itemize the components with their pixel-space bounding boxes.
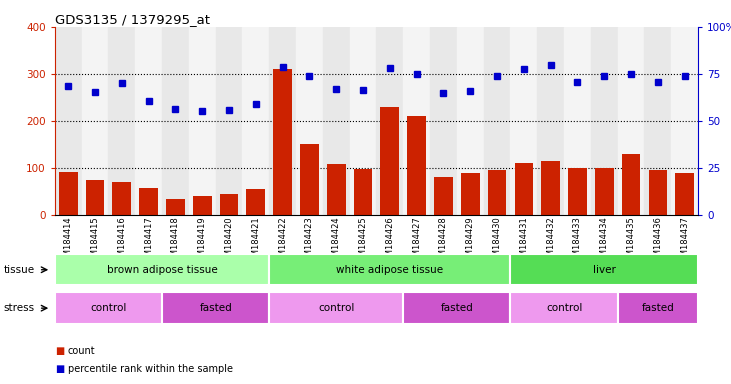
Bar: [510, 293, 618, 324]
Bar: [618, 27, 645, 215]
Bar: [537, 27, 564, 215]
Bar: [354, 169, 372, 215]
Bar: [430, 27, 457, 215]
Bar: [139, 188, 158, 215]
Bar: [246, 189, 265, 215]
Bar: [434, 177, 452, 215]
Text: tissue: tissue: [4, 265, 35, 275]
Text: brown adipose tissue: brown adipose tissue: [107, 265, 217, 275]
Bar: [55, 254, 269, 285]
Text: fasted: fasted: [642, 303, 674, 313]
Bar: [618, 293, 698, 324]
Bar: [461, 173, 480, 215]
Bar: [675, 173, 694, 215]
Bar: [269, 293, 404, 324]
Bar: [193, 196, 212, 215]
Text: ■: ■: [55, 346, 64, 356]
Text: control: control: [546, 303, 583, 313]
Text: liver: liver: [593, 265, 616, 275]
Bar: [108, 27, 135, 215]
Bar: [273, 69, 292, 215]
Bar: [55, 293, 162, 324]
Text: percentile rank within the sample: percentile rank within the sample: [68, 364, 233, 374]
Bar: [269, 27, 296, 215]
Bar: [541, 161, 560, 215]
Bar: [162, 293, 269, 324]
Bar: [296, 27, 323, 215]
Text: control: control: [90, 303, 126, 313]
Bar: [135, 27, 162, 215]
Bar: [404, 27, 430, 215]
Bar: [162, 27, 189, 215]
Bar: [484, 27, 510, 215]
Text: fasted: fasted: [441, 303, 473, 313]
Bar: [510, 27, 537, 215]
Bar: [86, 180, 105, 215]
Bar: [564, 27, 591, 215]
Bar: [216, 27, 243, 215]
Text: count: count: [68, 346, 96, 356]
Bar: [82, 27, 108, 215]
Bar: [568, 168, 587, 215]
Bar: [323, 27, 349, 215]
Bar: [300, 144, 319, 215]
Bar: [327, 164, 346, 215]
Bar: [648, 170, 667, 215]
Bar: [189, 27, 216, 215]
Bar: [510, 254, 698, 285]
Bar: [515, 163, 533, 215]
Bar: [349, 27, 376, 215]
Text: stress: stress: [4, 303, 35, 313]
Text: fasted: fasted: [200, 303, 232, 313]
Bar: [166, 199, 185, 215]
Bar: [407, 116, 426, 215]
Bar: [621, 154, 640, 215]
Text: white adipose tissue: white adipose tissue: [336, 265, 444, 275]
Text: GDS3135 / 1379295_at: GDS3135 / 1379295_at: [55, 13, 210, 26]
Bar: [58, 172, 77, 215]
Bar: [55, 27, 82, 215]
Bar: [219, 194, 238, 215]
Bar: [591, 27, 618, 215]
Text: control: control: [318, 303, 355, 313]
Bar: [269, 254, 510, 285]
Bar: [380, 107, 399, 215]
Bar: [645, 27, 671, 215]
Text: ■: ■: [55, 364, 64, 374]
Bar: [376, 27, 404, 215]
Bar: [243, 27, 269, 215]
Bar: [457, 27, 484, 215]
Bar: [404, 293, 510, 324]
Bar: [488, 170, 507, 215]
Bar: [113, 182, 132, 215]
Bar: [671, 27, 698, 215]
Bar: [595, 168, 613, 215]
